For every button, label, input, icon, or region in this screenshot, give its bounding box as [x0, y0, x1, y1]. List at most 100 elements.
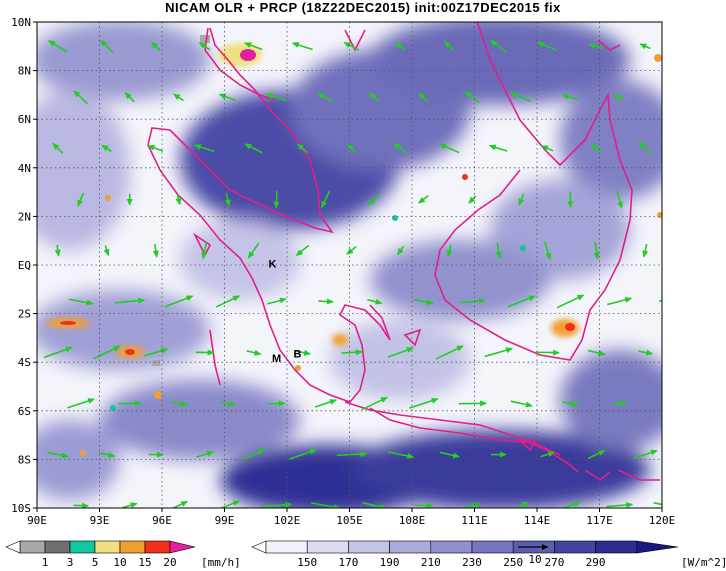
wind-arrow [193, 144, 215, 153]
wind-arrow [418, 92, 429, 103]
wind-arrow [659, 404, 662, 408]
wind-arrow [101, 144, 112, 153]
place-marker-k: K [268, 258, 276, 270]
wind-arrow [311, 502, 341, 508]
wind-arrow [99, 39, 114, 53]
wind-arrow [537, 41, 558, 52]
olr-tick-label: 170 [338, 556, 358, 569]
olr-color-swatch [595, 540, 638, 554]
lon-label: 90E [27, 514, 47, 527]
wind-arrow [196, 450, 215, 458]
olr-colorbar: 150 170 190 210 230 250 270 290 10 [251, 540, 679, 569]
wind-arrow [54, 244, 61, 257]
wind-arrow [244, 143, 263, 154]
wind-arrow [224, 192, 231, 207]
reference-vector-label: 10 [528, 553, 541, 566]
precip-tick-label: 10 [113, 556, 126, 569]
wind-arrow [465, 502, 481, 508]
lon-label: 108E [399, 514, 426, 527]
olr-color-swatch [306, 540, 349, 554]
wind-arrow [507, 295, 537, 308]
place-markers: K M B [268, 258, 301, 365]
olr-tick-label: 190 [380, 556, 400, 569]
wind-arrow [265, 93, 287, 102]
precip-color-swatch [69, 540, 96, 554]
place-marker-b: B [293, 348, 301, 360]
lat-label: 2N [18, 210, 31, 223]
precip-tick-label: 15 [138, 556, 151, 569]
wind-arrow [666, 191, 670, 207]
olr-tick-label: 230 [462, 556, 482, 569]
wind-arrow [171, 500, 189, 508]
wind-arrow [246, 349, 262, 356]
lon-label: 120E [649, 514, 676, 527]
wind-arrow [67, 398, 96, 409]
wind-arrow [68, 298, 94, 306]
precip-color-swatch [19, 540, 46, 554]
wind-arrow [387, 347, 414, 358]
wind-arrow [198, 42, 211, 51]
olr-color-swatch [348, 540, 390, 554]
wind-arrow [414, 502, 434, 508]
wind-arrow [170, 400, 188, 407]
wind-arrow [414, 299, 434, 306]
olr-tick-label: 250 [503, 556, 523, 569]
wind-arrow [247, 242, 260, 259]
wind-arrow [152, 243, 159, 258]
lat-label: 8S [18, 453, 31, 466]
wind-arrow [295, 244, 310, 257]
lon-label: 105E [336, 514, 363, 527]
wind-arrow [147, 144, 164, 152]
wind-arrow [638, 141, 653, 156]
wind-arrow [468, 195, 477, 204]
lat-label: 8N [18, 65, 31, 78]
latitude-labels: 10N 8N 6N 4N 2N EQ 2S 4S 6S 8S 10S [11, 16, 37, 515]
wind-arrow [540, 451, 556, 458]
reference-vector-head [542, 544, 548, 550]
precip-tick-label: 1 [42, 556, 49, 569]
lon-label: 96E [152, 514, 172, 527]
lon-label: 117E [586, 514, 613, 527]
precip-tick-label: 5 [92, 556, 99, 569]
wind-arrow [587, 449, 606, 460]
wind-arrow [93, 345, 121, 360]
wind-arrow [52, 142, 64, 154]
olr-color-swatch [430, 540, 473, 554]
wind-arrow [439, 143, 460, 154]
wind-arrow [316, 92, 334, 103]
longitude-labels: 90E 93E 96E 99E 102E 105E 108E 111E 114E 117E 120E [27, 508, 675, 527]
wind-arrow [175, 194, 182, 206]
precip-color-swatch [44, 540, 71, 554]
wind-arrow [593, 242, 600, 260]
wind-arrow [73, 502, 90, 508]
wind-arrow [439, 451, 461, 459]
olr-tick-label: 290 [586, 556, 606, 569]
wind-arrow [361, 396, 388, 411]
wind-arrow [417, 195, 429, 204]
lon-label: 114E [524, 514, 551, 527]
wind-arrow [606, 502, 634, 508]
wind-arrow [616, 190, 623, 210]
precip-color-swatch [119, 540, 146, 554]
lat-label: 2S [18, 308, 31, 321]
wind-vectors [43, 39, 673, 508]
wind-arrow [633, 449, 658, 460]
wind-arrow [663, 93, 673, 101]
wind-arrow [201, 242, 208, 260]
wind-arrow [464, 91, 481, 104]
wind-arrow [124, 92, 135, 103]
lat-label: 10N [11, 16, 31, 29]
olr-unit-label: [W/m^2] [681, 556, 726, 569]
lon-label: 93E [90, 514, 110, 527]
precip-color-swatch [94, 540, 121, 554]
wind-arrow [556, 294, 585, 309]
wind-arrow [314, 399, 337, 408]
olr-color-swatch [389, 540, 432, 554]
wind-arrow [435, 345, 464, 360]
wind-arrow [320, 190, 331, 209]
wind-arrow [122, 502, 138, 508]
wind-arrow [362, 501, 388, 508]
wind-arrow [346, 143, 357, 153]
wind-arrow [150, 41, 161, 51]
place-marker-m: M [272, 353, 281, 365]
